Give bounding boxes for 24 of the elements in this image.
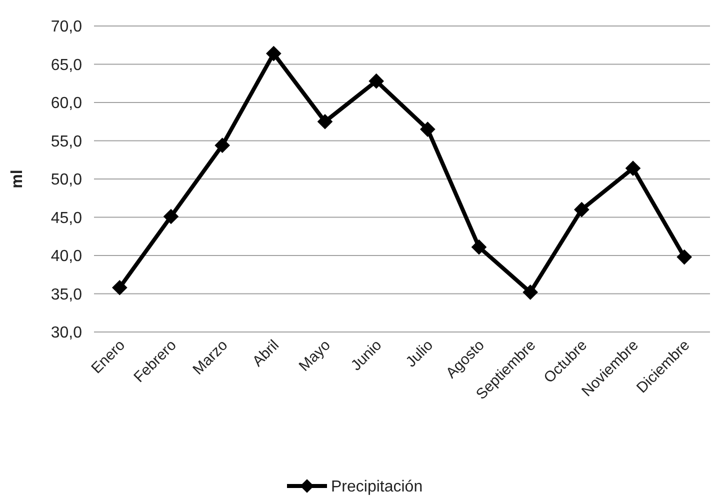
y-tick-label: 70,0 [50,18,82,36]
point [471,239,487,255]
point [112,280,128,296]
point [214,138,230,154]
legend-label: Precipitación [331,478,423,496]
point [676,249,692,265]
point [522,284,538,300]
y-tick-label: 60,0 [50,95,82,112]
y-tick-label: 45,0 [50,210,82,227]
point [574,202,590,218]
x-tick-label: Julio [402,336,436,371]
point [317,114,333,130]
y-tick-label: 50,0 [50,172,82,189]
y-tick-label: 40,0 [50,248,82,266]
point [266,46,282,62]
point [163,208,179,224]
point [368,73,384,89]
y-tick-label: 35,0 [50,286,82,304]
point [420,122,436,137]
y-tick-label: 30,0 [50,324,82,342]
y-tick-label: 55,0 [50,133,82,150]
y-tick-label: 65,0 [50,56,82,74]
y-axis-title: ml [9,170,26,188]
point [625,160,641,176]
